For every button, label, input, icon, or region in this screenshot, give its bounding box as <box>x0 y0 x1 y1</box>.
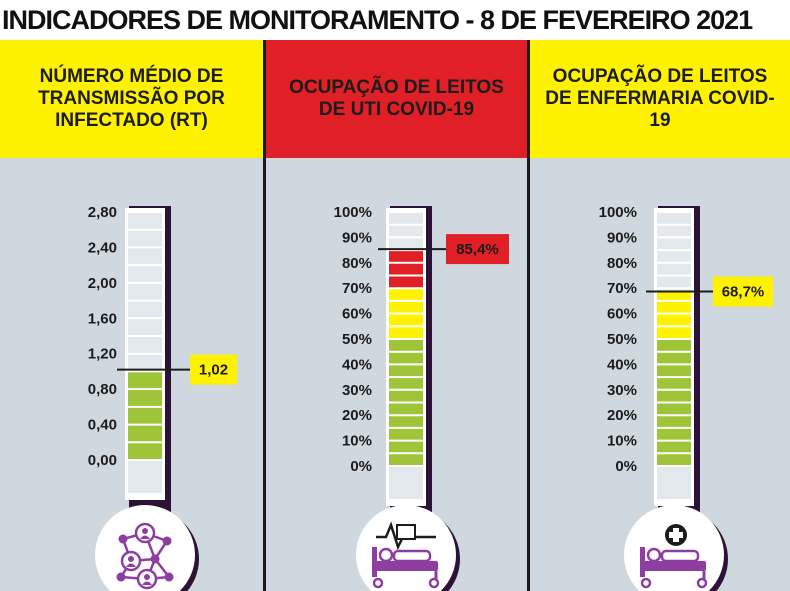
panel-divider <box>263 40 266 591</box>
tick-label: 40% <box>342 356 372 373</box>
fill-segment <box>657 291 691 339</box>
tick-label: 30% <box>607 382 637 399</box>
tick-label: 1,20 <box>88 346 117 363</box>
tick-label: 60% <box>342 306 372 323</box>
panel-icu-header: OCUPAÇÃO DE LEITOS DE UTI COVID-19 <box>266 40 527 158</box>
page-title: INDICADORES DE MONITORAMENTO - 8 DE FEVE… <box>2 5 753 35</box>
tick-label: 50% <box>607 331 637 348</box>
value-label: 68,7% <box>722 284 765 301</box>
panel-rt: NÚMERO MÉDIO DE TRANSMISSÃO POR INFECTAD… <box>0 40 263 591</box>
panel-ward-header: OCUPAÇÃO DE LEITOS DE ENFERMARIA COVID-1… <box>530 40 790 158</box>
tick-label: 50% <box>342 331 372 348</box>
bulb <box>624 505 724 591</box>
tick-label: 100% <box>334 204 372 221</box>
fill-segment <box>389 249 423 289</box>
tick-label: 70% <box>607 280 637 297</box>
tick-label: 0,40 <box>88 417 117 434</box>
tick-label: 60% <box>607 306 637 323</box>
value-label-bg <box>713 276 773 307</box>
tick-label: 0,00 <box>88 452 117 469</box>
panel-divider <box>527 40 530 591</box>
hospital-bed-icon <box>640 524 708 589</box>
tick-label: 80% <box>342 255 372 272</box>
thermometer-icu: 100% 90% 80% 70% 60% 50% 40% 30% 20% 10% 0% 85,4% <box>334 204 509 591</box>
tick-label: 0,80 <box>88 381 117 398</box>
value-label-bg <box>446 234 509 265</box>
people-network-icon <box>116 522 174 590</box>
fill-segment <box>128 369 162 460</box>
value-label-bg <box>190 354 237 385</box>
tick-label: 1,60 <box>88 310 117 327</box>
tick-label: 90% <box>342 229 372 246</box>
tick-label: 100% <box>599 204 637 221</box>
panel-ward: OCUPAÇÃO DE LEITOS DE ENFERMARIA COVID-1… <box>530 40 790 591</box>
tick-label: 2,40 <box>88 239 117 256</box>
panel-rt-header: NÚMERO MÉDIO DE TRANSMISSÃO POR INFECTAD… <box>0 40 263 158</box>
icu-bed-monitor-icon <box>372 521 440 589</box>
tick-label: 0% <box>615 458 637 475</box>
tick-label: 2,80 <box>88 204 117 221</box>
tick-label: 10% <box>342 433 372 450</box>
bulb <box>95 505 195 591</box>
value-label: 1,02 <box>199 362 228 379</box>
tick-label: 70% <box>342 280 372 297</box>
bulb <box>356 505 456 591</box>
tick-label: 20% <box>342 407 372 424</box>
tick-label: 80% <box>607 255 637 272</box>
value-label: 85,4% <box>456 241 499 258</box>
tick-label: 90% <box>607 229 637 246</box>
thermometer-rt: 2,80 2,40 2,00 1,60 1,20 0,80 0,40 0,00 1,02 <box>88 204 237 591</box>
panel-icu: OCUPAÇÃO DE LEITOS DE UTI COVID-19 100% 9… <box>266 40 527 591</box>
tick-label: 0% <box>350 458 372 475</box>
tick-label: 40% <box>607 356 637 373</box>
tick-label: 30% <box>342 382 372 399</box>
thermometer-ward: 100% 90% 80% 70% 60% 50% 40% 30% 20% 10% 0% 68,7% <box>599 204 773 591</box>
tick-label: 20% <box>607 407 637 424</box>
tick-label: 2,00 <box>88 275 117 292</box>
tick-label: 10% <box>607 433 637 450</box>
